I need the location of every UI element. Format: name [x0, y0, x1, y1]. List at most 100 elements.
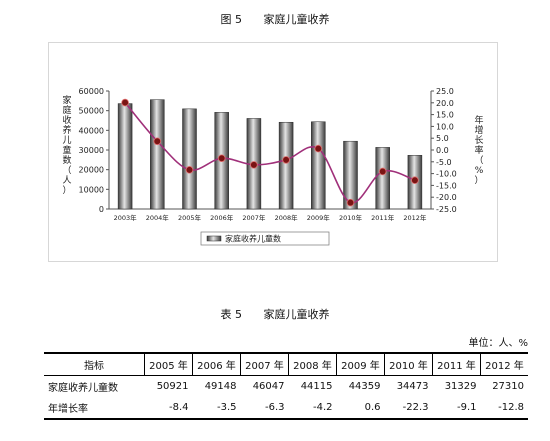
- x-tick-label: 2008年: [275, 213, 299, 222]
- header-cell: 指标: [44, 352, 145, 376]
- table-cell: 49148: [204, 381, 237, 392]
- right-axis-title-char: %: [475, 166, 484, 176]
- bar: [150, 99, 165, 210]
- figure-caption: 图 5 家庭儿童收养: [0, 11, 550, 27]
- growth-rate-line: [124, 102, 416, 204]
- growth-rate-marker: [411, 176, 419, 185]
- header-cell: 2006 年: [192, 352, 241, 376]
- left-axis-title-char: 收: [62, 114, 71, 126]
- table-row: 年增长率 -8.4 -3.5 -6.3 -4.2 0.6 -22.3 -9.1 …: [44, 397, 528, 420]
- table-caption: 表 5 家庭儿童收养: [0, 306, 550, 322]
- legend-label: 家庭收养儿童数: [225, 234, 281, 244]
- legend-swatch: [206, 235, 222, 242]
- table-cell: 44115: [300, 381, 333, 392]
- growth-rate-marker: [314, 144, 323, 153]
- figure-number: 图 5: [220, 13, 243, 26]
- table-cell: -6.3: [240, 397, 289, 420]
- right-tick-label: 0.0: [436, 146, 449, 155]
- right-tick-label: -20.0: [436, 193, 457, 202]
- row-label: 年增长率: [44, 397, 145, 420]
- growth-rate-marker: [282, 156, 290, 164]
- right-tick-label: -25.0: [436, 205, 457, 214]
- right-axis-title-char: 率: [474, 144, 483, 156]
- table-cell: -3.5: [192, 397, 241, 420]
- bar: [117, 103, 133, 210]
- left-tick-label: 40000: [79, 126, 104, 135]
- figure-title: 家庭儿童收养: [263, 13, 330, 26]
- left-axis-title-char: 童: [62, 144, 71, 156]
- growth-rate-marker: [153, 137, 162, 146]
- right-tick-label: -5.0: [436, 158, 452, 167]
- left-axis-title-char: 庭: [62, 104, 71, 116]
- right-axis-title-char: 长: [474, 134, 483, 146]
- table-cell: -4.2: [288, 397, 337, 420]
- right-tick-label: 5.0: [436, 134, 449, 143]
- left-tick-label: 20000: [79, 166, 104, 175]
- bar: [182, 108, 197, 210]
- left-axis-title-char: ）: [62, 185, 71, 196]
- header-cell: 2010 年: [384, 352, 433, 376]
- left-tick-label: 30000: [79, 146, 104, 155]
- x-tick-label: 2007年: [242, 213, 266, 222]
- table-cell: 0.6: [336, 397, 385, 420]
- x-tick-label: 2012年: [403, 213, 427, 222]
- right-axis-title-char: （: [474, 155, 483, 166]
- bar: [278, 121, 294, 210]
- legend-box: [200, 231, 330, 246]
- x-tick-label: 2006年: [210, 213, 234, 222]
- combo-chart: 0 10000 20000 30000 40000 50000 60000 -25.0 -20.…: [62, 87, 484, 246]
- table-unit: 单位：人、%: [468, 338, 528, 349]
- left-tick-label: 0: [99, 205, 104, 214]
- growth-rate-marker: [378, 167, 387, 176]
- growth-rate-marker: [250, 161, 258, 169]
- header-cell: 2009 年: [336, 352, 385, 376]
- growth-rate-marker: [185, 166, 194, 174]
- table-cell: -8.4: [144, 397, 193, 420]
- table-cell: -22.3: [384, 397, 433, 420]
- right-tick-label: 10.0: [436, 122, 454, 131]
- table-cell: 46047: [252, 381, 285, 392]
- data-table: 指标 2005 年 2006 年 2007 年 2008 年 2009 年 20…: [44, 352, 528, 420]
- table-cell: 34473: [396, 381, 429, 392]
- table-cell: 44359: [348, 381, 381, 392]
- table-title: 家庭儿童收养: [263, 308, 330, 321]
- x-tick-label: 2005年: [178, 213, 202, 222]
- right-tick-label: -10.0: [436, 170, 457, 179]
- growth-rate-marker: [217, 154, 226, 163]
- header-cell: 2007 年: [240, 352, 289, 376]
- right-axis-title-char: 年: [474, 114, 483, 126]
- row-label: 家庭收养儿童数: [48, 383, 118, 394]
- left-axis-title-char: 家: [62, 94, 71, 106]
- table-number: 表 5: [220, 308, 243, 321]
- header-cell: 2012 年: [480, 352, 528, 376]
- bar: [343, 140, 358, 210]
- table-cell: 27310: [492, 381, 524, 392]
- left-tick-label: 60000: [79, 87, 104, 96]
- right-axis-title-char: 增: [474, 124, 483, 136]
- header-cell: 2011 年: [432, 352, 481, 376]
- header-cell: 2005 年: [144, 352, 193, 376]
- header-cell: 2008 年: [288, 352, 337, 376]
- bar: [311, 121, 326, 210]
- right-tick-label: -15.0: [436, 181, 457, 190]
- table-cell: -12.8: [480, 397, 528, 420]
- x-tick-label: 2003年: [114, 213, 138, 222]
- table-cell: 50921: [156, 381, 189, 392]
- left-axis-title-char: 养: [62, 124, 71, 136]
- right-tick-label: 25.0: [436, 87, 454, 96]
- right-tick-label: 20.0: [436, 99, 454, 108]
- table-cell: 31329: [444, 381, 477, 392]
- growth-rate-marker: [121, 98, 129, 107]
- left-tick-label: 50000: [79, 107, 104, 116]
- growth-rate-marker: [346, 198, 355, 207]
- right-tick-label: 15.0: [436, 111, 454, 120]
- chart-frame: 0 10000 20000 30000 40000 50000 60000 -25.0 -20.…: [48, 42, 498, 262]
- right-axis-title-char: ）: [474, 175, 483, 186]
- table-header-row: 指标 2005 年 2006 年 2007 年 2008 年 2009 年 20…: [44, 352, 528, 376]
- left-axis-title-char: 人: [62, 175, 71, 186]
- left-axis-title-char: 儿: [62, 135, 71, 146]
- left-tick-label: 10000: [79, 185, 104, 194]
- table-row: 家庭收养儿童数 50921 49148 46047 44115 44359 34…: [44, 376, 528, 398]
- x-tick-label: 2004年: [146, 213, 170, 222]
- table-cell: -9.1: [432, 397, 481, 420]
